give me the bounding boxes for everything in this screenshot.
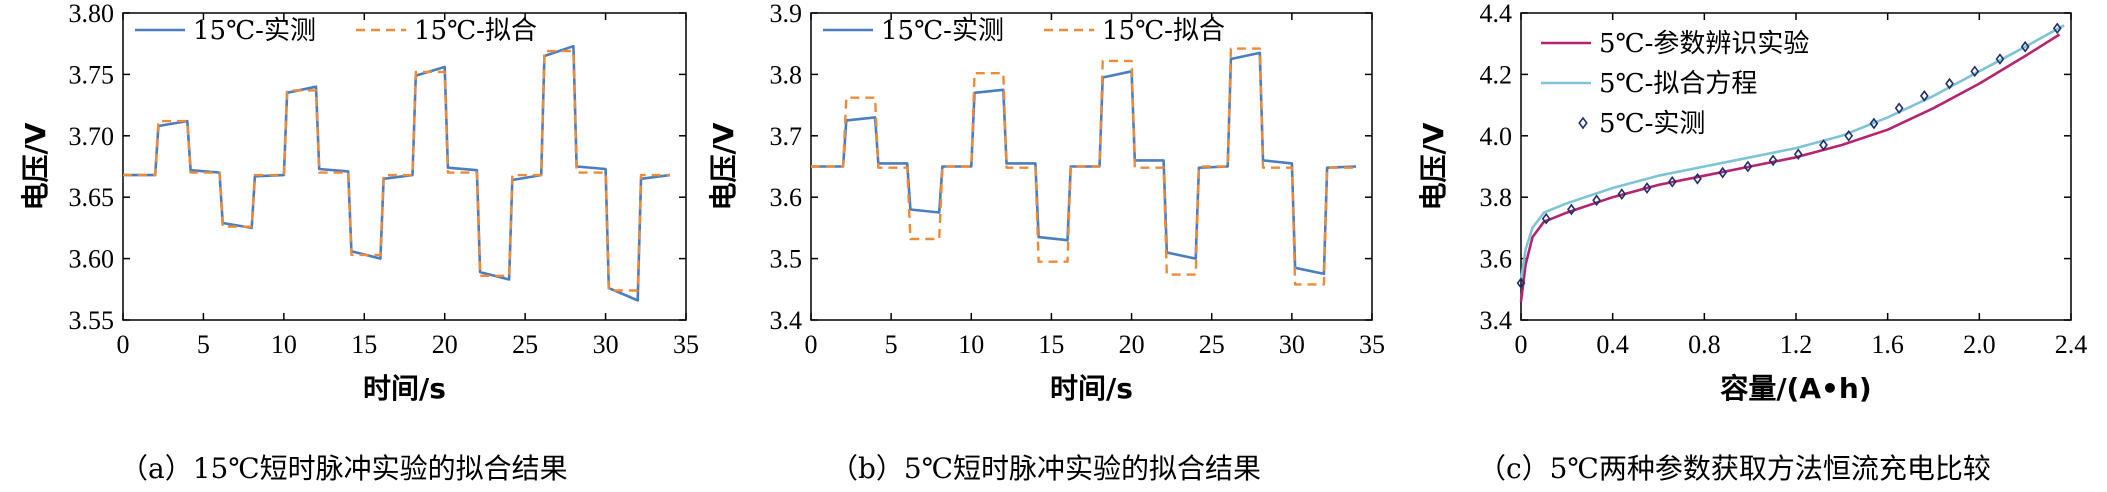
x-tick-label: 2.0 xyxy=(1963,330,1996,359)
x-tick-label: 0.4 xyxy=(1596,330,1629,359)
legend-label-3: 5℃-实测 xyxy=(1599,109,1705,139)
x-tick-label: 20 xyxy=(432,330,458,359)
data-point-marker xyxy=(1819,139,1828,151)
legend-label-1: 5℃-参数辨识实验 xyxy=(1599,29,1809,59)
data-point-marker xyxy=(1592,194,1601,207)
data-point-marker xyxy=(2020,40,2030,53)
y-tick-label: 3.60 xyxy=(69,245,115,274)
chart-c: 0 0.4 0.8 1.2 1.6 2.0 2.4 3.4 3.6 3.8 4.0 4.2 4.4 容量/… xyxy=(1417,0,2087,405)
data-point-marker xyxy=(1768,154,1778,167)
caption-c: （c）5℃两种参数获取方法恒流充电比较 xyxy=(1478,452,1991,485)
data-point-marker xyxy=(1793,148,1803,161)
y-tick-label: 3.4 xyxy=(770,306,803,335)
x-tick-label: 15 xyxy=(1038,330,1064,359)
y-tick-label: 3.6 xyxy=(770,183,803,212)
series-line-2 xyxy=(811,47,1356,286)
legend-label-2: 15℃-拟合 xyxy=(1102,16,1225,46)
y-axis-label: 电压/V xyxy=(1417,122,1450,210)
y-axis-label: 电压/V xyxy=(19,122,52,210)
y-tick-label: 3.7 xyxy=(770,122,803,151)
x-tick-label: 35 xyxy=(673,330,699,359)
x-axis-label: 时间/s xyxy=(1050,372,1133,405)
data-point-marker xyxy=(1718,166,1728,179)
data-point-marker xyxy=(1919,90,1929,102)
y-tick-label: 3.4 xyxy=(1480,306,1513,335)
chart-b: 0 5 10 15 20 25 30 35 3.4 3.5 3.6 3.7 3.8 3.9 时间/s 电压/V… xyxy=(707,0,1385,405)
y-tick-label: 3.6 xyxy=(1480,245,1513,274)
x-tick-label: 25 xyxy=(1199,330,1225,359)
x-tick-label: 10 xyxy=(958,330,984,359)
data-point-marker xyxy=(1617,188,1627,200)
data-point-marker xyxy=(1743,160,1753,173)
data-point-marker xyxy=(1642,182,1652,194)
plot-frame xyxy=(1520,12,2072,321)
data-point-marker xyxy=(1945,77,1954,90)
x-tick-label: 1.2 xyxy=(1780,330,1813,359)
x-tick-label: 15 xyxy=(351,330,377,359)
legend-swatch-3 xyxy=(1578,116,1588,130)
y-tick-label: 3.70 xyxy=(69,122,115,151)
x-tick-label: 35 xyxy=(1359,330,1385,359)
y-tick-label: 3.55 xyxy=(69,306,115,335)
y-axis-label: 电压/V xyxy=(707,122,740,210)
y-tick-label: 3.8 xyxy=(770,60,803,89)
x-tick-label: 30 xyxy=(593,330,619,359)
y-tick-label: 3.8 xyxy=(1480,183,1513,212)
series-line-2 xyxy=(1519,24,2065,281)
data-point-marker xyxy=(1693,172,1702,185)
x-tick-label: 0 xyxy=(117,330,130,359)
caption-a: （a）15℃短时脉冲实验的拟合结果 xyxy=(120,452,568,485)
x-axis-label: 时间/s xyxy=(363,372,446,405)
data-point-marker xyxy=(1995,53,2005,65)
y-tick-label: 4.0 xyxy=(1480,122,1513,151)
data-point-marker xyxy=(2052,22,2062,35)
data-point-marker xyxy=(1869,117,1879,130)
caption-b: （b）5℃短时脉冲实验的拟合结果 xyxy=(830,452,1261,485)
data-point-marker xyxy=(1970,65,1980,78)
data-point-marker xyxy=(1844,129,1854,142)
data-point-marker xyxy=(1894,102,1904,115)
x-tick-label: 0.8 xyxy=(1688,330,1721,359)
data-point-marker xyxy=(1541,212,1551,225)
y-tick-label: 3.65 xyxy=(69,183,115,212)
series-line-1 xyxy=(811,51,1357,276)
plot-frame xyxy=(122,12,687,321)
x-tick-label: 20 xyxy=(1119,330,1145,359)
y-tick-label: 3.5 xyxy=(770,245,803,274)
y-tick-label: 3.80 xyxy=(69,0,115,28)
data-point-marker xyxy=(1567,203,1576,216)
legend-label-2: 5℃-拟合方程 xyxy=(1599,69,1757,99)
y-tick-label: 4.2 xyxy=(1480,60,1513,89)
data-point-marker xyxy=(1667,176,1677,188)
x-tick-label: 25 xyxy=(512,330,538,359)
x-tick-label: 10 xyxy=(271,330,297,359)
x-tick-label: 1.6 xyxy=(1871,330,1904,359)
series-line-1 xyxy=(1519,33,2061,302)
x-axis-label: 容量/(A•h) xyxy=(1720,372,1871,405)
x-tick-label: 5 xyxy=(885,330,898,359)
legend-label-1: 15℃-实测 xyxy=(193,16,316,46)
x-tick-label: 5 xyxy=(197,330,210,359)
x-tick-label: 2.4 xyxy=(2055,330,2088,359)
y-tick-label: 3.9 xyxy=(770,0,803,28)
x-tick-label: 0 xyxy=(805,330,818,359)
x-tick-label: 30 xyxy=(1279,330,1305,359)
legend-label-1: 15℃-实测 xyxy=(881,16,1004,46)
legend-label-2: 15℃-拟合 xyxy=(414,16,537,46)
y-tick-label: 3.75 xyxy=(69,60,115,89)
chart-a: 0 5 10 15 20 25 30 35 3.55 3.60 3.65 3.70 3.75 3.80 时间… xyxy=(19,0,699,405)
x-tick-label: 0 xyxy=(1515,330,1528,359)
y-tick-label: 4.4 xyxy=(1480,0,1513,28)
data-point-marker xyxy=(1516,277,1526,289)
